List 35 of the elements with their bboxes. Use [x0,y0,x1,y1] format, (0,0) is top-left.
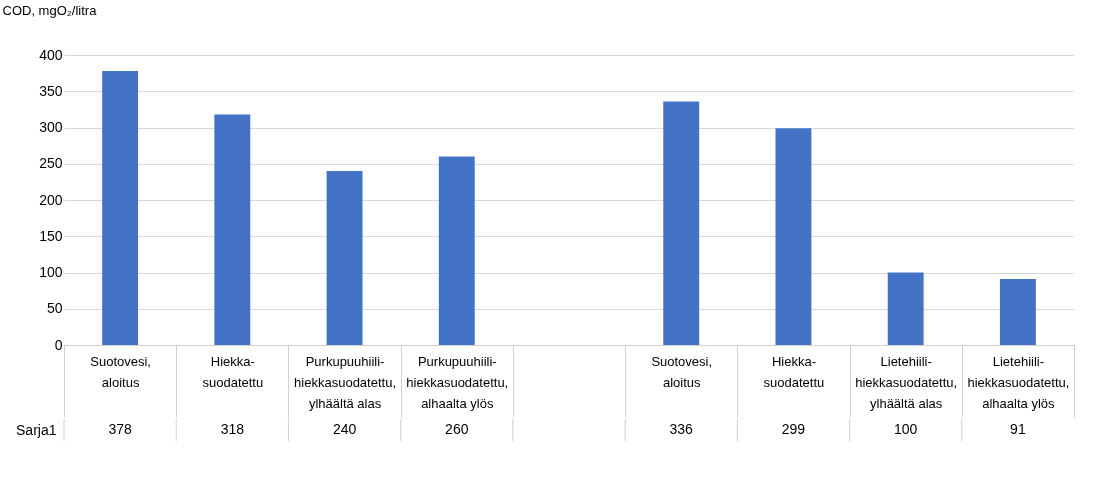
y-tick-label: 50 [46,300,63,317]
x-tick-label: Purkupuuhiili- hiekkasuodatettu, ylhäältä alas [294,353,397,411]
data-label: 318 [220,421,245,437]
data-label: 299 [781,421,806,437]
x-tick-label: Purkupuuhiili- hiekkasuodatettu, alhaalta ylös [406,353,509,411]
bar [999,279,1036,345]
y-tick-label: 400 [39,46,63,63]
bar [326,171,363,345]
data-label: 91 [1010,421,1026,437]
bar [214,114,251,345]
x-tick-label: Lietehiili- hiekkasuodatettu, ylhäältä alas [855,353,958,411]
x-tick-label: Hiekka- suodatettu [763,353,825,390]
bar [775,128,812,345]
x-tick-label: Lietehiili- hiekkasuodatettu, alhaalta ylös [967,353,1070,411]
y-tick-label: 300 [39,119,63,135]
x-tick-label: Suotovesi, aloitus [651,353,713,390]
y-tick-label: 100 [39,264,63,280]
bar [887,272,924,345]
data-label: 378 [108,421,132,437]
y-tick-label: 200 [39,191,63,208]
data-label: 336 [669,421,694,437]
x-tick-label: Suotovesi, aloitus [90,353,151,390]
y-tick-label: 350 [39,82,63,99]
data-label: 100 [893,421,918,437]
bar [102,70,139,345]
data-label: 240 [332,421,357,437]
data-label: 260 [445,421,469,437]
bar [663,101,700,345]
text: Sarja1 [16,421,57,438]
y-tick-label: 150 [39,227,63,244]
y-tick-label: 250 [39,155,63,172]
y-tick-label: 0 [54,336,63,353]
y-axis-title: COD, mgO₂/litra [2,2,98,18]
x-tick-label: Hiekka- suodatettu [202,353,264,390]
bar [438,156,475,345]
